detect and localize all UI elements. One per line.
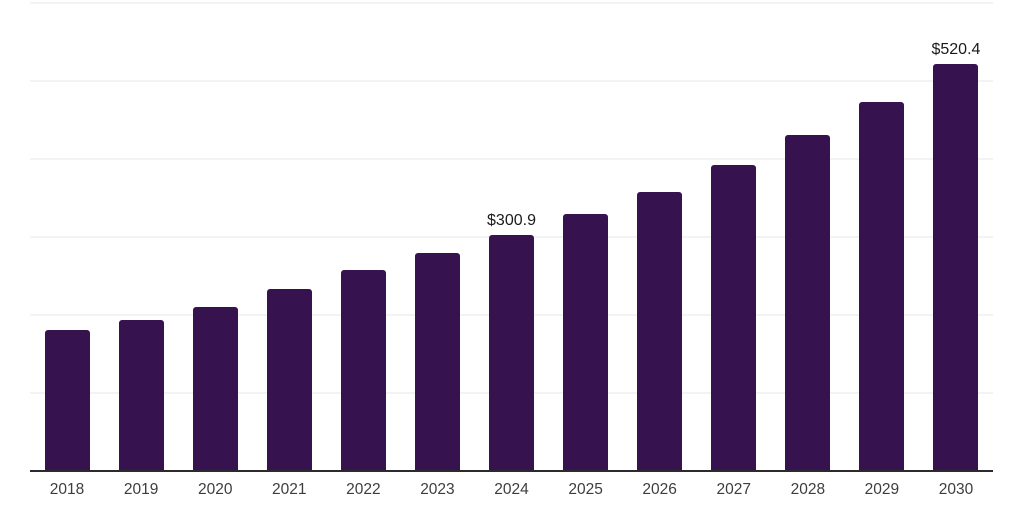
x-tick-2024: 2024 <box>494 481 529 498</box>
x-tick-2023: 2023 <box>420 481 455 498</box>
gridline-y600 <box>30 2 993 4</box>
bar-2024 <box>489 235 534 470</box>
bar-2018 <box>44 329 90 470</box>
bar-2020 <box>192 306 238 470</box>
x-tick-2021: 2021 <box>272 481 307 498</box>
bar-2027 <box>711 165 757 470</box>
x-tick-2018: 2018 <box>49 481 85 498</box>
value-label-2030: $520.4 <box>931 41 981 59</box>
bar-2022 <box>340 270 386 470</box>
bar-2023 <box>414 253 460 470</box>
bar-2028 <box>785 134 831 470</box>
x-tick-2028: 2028 <box>790 481 826 498</box>
bar-2030 <box>933 64 979 470</box>
x-tick-2029: 2029 <box>864 481 900 498</box>
plot-area: $300.9 $520.4 <box>30 2 993 470</box>
bar-2021 <box>266 289 312 470</box>
x-axis-tick-labels: 2018 2019 2020 2021 2022 2023 2024 2025 2026 2027… <box>30 478 993 502</box>
x-axis-line <box>30 470 993 472</box>
x-tick-2030: 2030 <box>938 481 974 498</box>
x-tick-2026: 2026 <box>642 481 677 498</box>
value-label-2024: $300.9 <box>487 212 536 230</box>
x-tick-2027: 2027 <box>716 481 751 498</box>
x-tick-2020: 2020 <box>197 481 233 498</box>
x-tick-2019: 2019 <box>123 481 159 498</box>
bar-2019 <box>118 320 164 470</box>
bar-2025 <box>563 214 609 470</box>
gridline-y400 <box>30 158 993 160</box>
gridline-y500 <box>30 80 993 82</box>
x-tick-2022: 2022 <box>346 481 381 498</box>
bar-2029 <box>859 101 905 470</box>
x-tick-2025: 2025 <box>568 481 603 498</box>
bar-2026 <box>637 191 683 470</box>
